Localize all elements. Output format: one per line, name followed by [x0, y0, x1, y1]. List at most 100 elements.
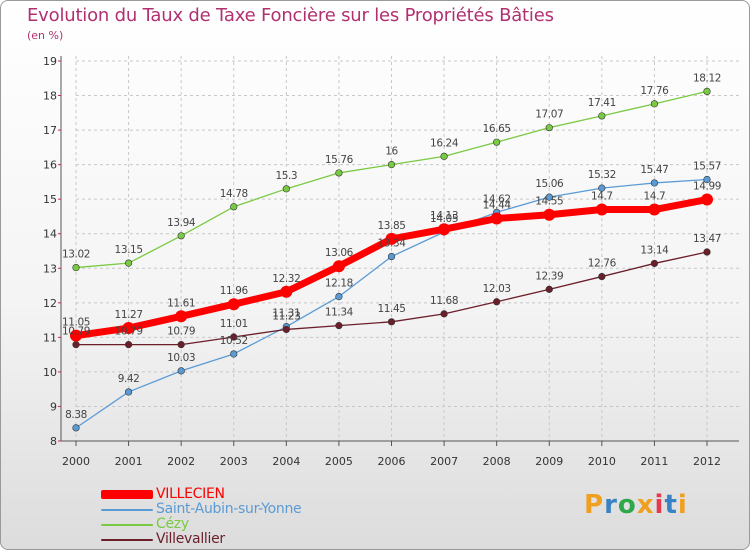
logo-letter: P — [584, 490, 605, 520]
data-point — [230, 333, 238, 341]
y-tick-label: 16 — [43, 159, 57, 172]
data-point — [493, 138, 501, 146]
data-point — [438, 223, 451, 236]
data-point — [124, 388, 133, 396]
data-label: 16.65 — [483, 123, 511, 135]
data-point — [230, 203, 238, 211]
data-point — [230, 350, 238, 358]
data-label: 15.57 — [693, 160, 721, 172]
data-label: 14.78 — [220, 188, 248, 200]
y-tick-label: 11 — [43, 331, 57, 344]
data-label: 11.23 — [272, 310, 300, 322]
logo-letter: x — [636, 490, 655, 520]
logo-letter: t — [664, 490, 678, 520]
data-label: 15.3 — [275, 170, 297, 182]
data-label: 17.41 — [588, 97, 616, 109]
data-label: 13.94 — [167, 217, 196, 229]
x-tick-label: 2000 — [62, 455, 90, 468]
y-tick-label: 9 — [50, 400, 57, 413]
data-label: 12.32 — [272, 273, 300, 285]
data-label: 11.68 — [430, 295, 458, 307]
data-label: 14.7 — [591, 191, 613, 203]
data-label: 15.47 — [640, 164, 668, 176]
data-label: 11.05 — [62, 317, 90, 329]
data-label: 10.52 — [220, 335, 248, 347]
x-tick-label: 2012 — [693, 455, 721, 468]
data-label: 11.34 — [325, 307, 354, 319]
data-label: 17.76 — [640, 85, 669, 97]
data-label: 15.32 — [588, 169, 616, 181]
logo-letter: i — [654, 490, 665, 520]
data-label: 13.14 — [640, 244, 669, 256]
data-point — [124, 259, 133, 267]
data-point — [335, 169, 343, 177]
data-point — [595, 203, 608, 216]
data-label: 11.96 — [220, 285, 249, 297]
data-label: 10.79 — [62, 326, 90, 338]
y-tick-label: 17 — [43, 124, 57, 137]
chart-subtitle: (en %) — [27, 29, 64, 42]
data-label: 15.76 — [325, 154, 354, 166]
data-point — [703, 175, 711, 184]
data-label: 11.01 — [220, 318, 248, 330]
x-tick-label: 2006 — [378, 455, 406, 468]
data-point — [598, 272, 606, 281]
data-point — [490, 212, 503, 225]
x-tick-label: 2002 — [167, 455, 195, 468]
data-point — [703, 87, 711, 95]
data-point — [332, 260, 345, 273]
data-label: 14.44 — [483, 200, 512, 212]
x-tick-label: 2004 — [272, 455, 300, 468]
x-tick-label: 2010 — [588, 455, 616, 468]
legend-label: Villevallier — [156, 531, 225, 547]
data-point — [280, 285, 293, 298]
data-point — [122, 322, 135, 335]
data-point — [177, 232, 185, 240]
data-label: 12.76 — [588, 258, 617, 270]
data-point — [648, 203, 661, 216]
data-label: 14.13 — [430, 210, 458, 222]
y-tick-label: 18 — [43, 90, 57, 103]
x-tick-label: 2001 — [115, 455, 143, 468]
x-tick-label: 2007 — [430, 455, 458, 468]
data-point — [335, 293, 343, 301]
data-label: 14.99 — [693, 181, 721, 193]
data-label: 14.05 — [430, 213, 458, 225]
data-point — [545, 193, 553, 201]
x-tick-label: 2008 — [483, 455, 511, 468]
proxiti-logo: Proxiti — [584, 490, 688, 520]
data-label: 13.47 — [693, 233, 721, 245]
y-tick-label: 13 — [43, 262, 57, 275]
data-point — [650, 179, 659, 187]
x-tick-label: 2005 — [325, 455, 353, 468]
x-tick-label: 2011 — [640, 455, 668, 468]
data-point — [72, 263, 80, 272]
data-label: 8.38 — [65, 409, 87, 421]
data-label: 14.7 — [644, 191, 666, 203]
data-label: 15.06 — [535, 178, 564, 190]
data-point — [598, 184, 606, 192]
data-point — [701, 193, 713, 206]
data-label: 11.61 — [167, 297, 195, 309]
data-point — [440, 310, 448, 318]
data-point — [177, 367, 185, 375]
data-point — [177, 341, 185, 349]
data-point — [124, 341, 133, 349]
data-point — [440, 152, 448, 160]
data-label: 12.39 — [535, 270, 563, 282]
data-label: 12.03 — [483, 283, 511, 295]
data-label: 13.34 — [377, 238, 406, 250]
y-tick-label: 19 — [43, 55, 57, 68]
data-label: 14.55 — [535, 196, 563, 208]
data-label: 13.15 — [115, 244, 143, 256]
data-label: 14.62 — [483, 193, 511, 205]
data-label: 10.03 — [167, 352, 195, 364]
y-tick-label: 14 — [43, 228, 57, 241]
data-point — [72, 424, 80, 432]
data-label: 13.85 — [377, 220, 405, 232]
y-tick-label: 8 — [50, 435, 57, 448]
data-label: 11.31 — [272, 308, 300, 320]
y-tick-label: 15 — [43, 193, 57, 206]
